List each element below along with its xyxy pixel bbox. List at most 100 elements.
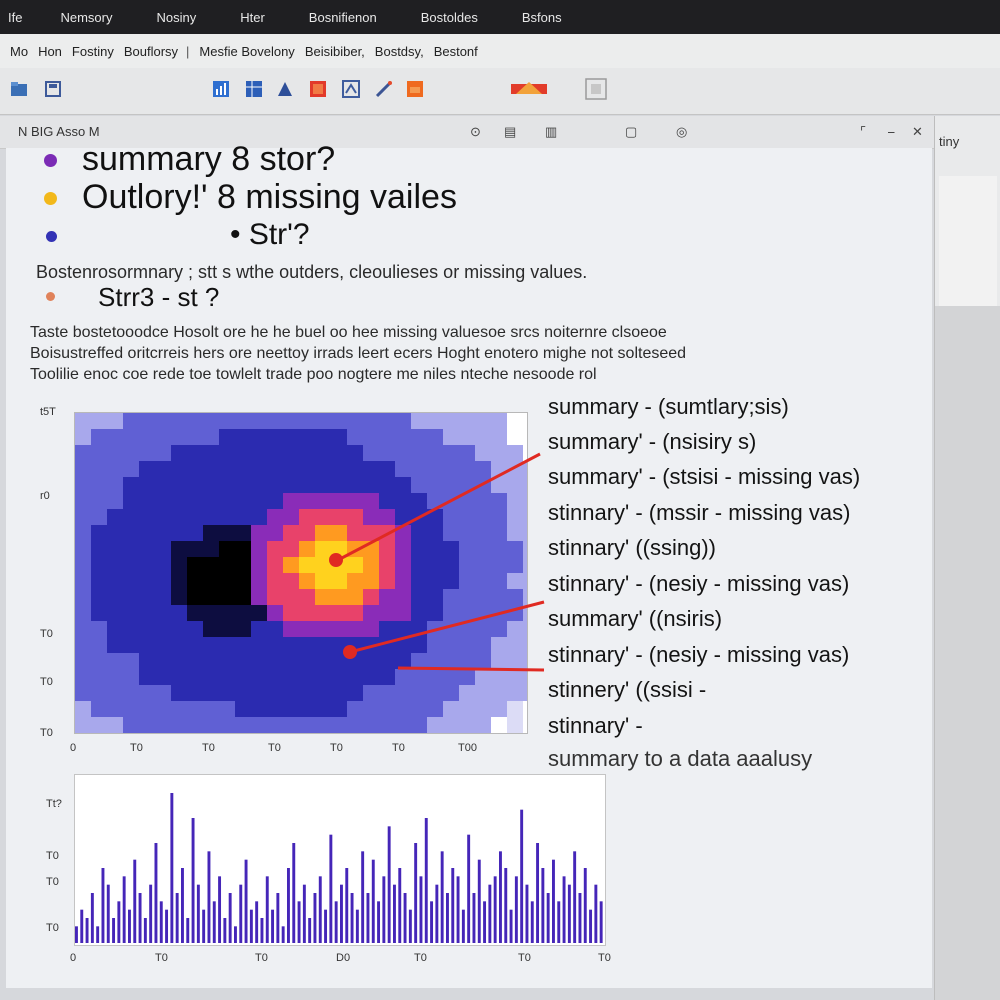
- heatmap-cell: [459, 701, 475, 717]
- minimize-icon[interactable]: ⎯: [888, 124, 895, 139]
- heatmap-cell: [187, 509, 203, 525]
- heatmap-cell: [427, 461, 443, 477]
- heatmap-cell: [347, 557, 363, 573]
- grid-icon[interactable]: ▤: [504, 124, 517, 139]
- sync-icon[interactable]: [510, 80, 548, 98]
- heatmap-cell: [219, 653, 235, 669]
- histogram-bar: [106, 884, 110, 943]
- heatmap-cell: [411, 685, 427, 701]
- heatmap-cell: [219, 509, 235, 525]
- heatmap-cell: [219, 525, 235, 541]
- heatmap-cell: [491, 557, 507, 573]
- refresh-icon[interactable]: ⊙: [470, 124, 481, 139]
- heatmap-cell: [411, 653, 427, 669]
- breadcrumb-item[interactable]: Bestonf: [433, 43, 478, 59]
- histogram-x-tick: T0: [255, 952, 268, 964]
- menu-item[interactable]: Nosiny: [156, 9, 197, 25]
- breadcrumb-item[interactable]: Beisibiber,: [304, 43, 365, 59]
- menu-item[interactable]: Ife: [8, 9, 23, 25]
- heatmap-cell: [187, 413, 203, 429]
- menu-item[interactable]: Hter: [240, 9, 265, 25]
- heatmap-cell: [411, 573, 427, 589]
- heatmap-cell: [315, 541, 331, 557]
- heatmap-cell: [91, 637, 107, 653]
- heatmap-cell: [491, 669, 507, 685]
- highlight-icon[interactable]: [375, 80, 393, 98]
- heatmap-cell: [315, 525, 331, 541]
- histogram-bar: [414, 843, 418, 943]
- heatmap-cell: [155, 653, 171, 669]
- heatmap-cell: [75, 429, 91, 445]
- heatmap-cell: [299, 509, 315, 525]
- breadcrumb-item[interactable]: Fostiny: [71, 43, 114, 59]
- heatmap-cell: [523, 477, 527, 493]
- histogram-y-tick: Tt?: [46, 798, 62, 810]
- heatmap-cell: [123, 717, 139, 733]
- settings-icon[interactable]: [585, 78, 607, 100]
- expand-icon[interactable]: ⌜: [860, 124, 867, 139]
- save-icon[interactable]: [44, 80, 62, 98]
- heatmap-cell: [427, 685, 443, 701]
- heatmap-cell: [219, 717, 235, 733]
- heatmap-cell: [363, 477, 379, 493]
- record-icon[interactable]: ◎: [676, 124, 688, 139]
- breadcrumb-item[interactable]: Mesfie Bovelony: [199, 43, 295, 59]
- heatmap-cell: [235, 477, 251, 493]
- heatmap-cell: [491, 589, 507, 605]
- breadcrumb-item[interactable]: Bostdsy,: [374, 43, 424, 59]
- menu-item[interactable]: Bosnifienon: [308, 9, 377, 25]
- histogram-bar: [530, 901, 534, 943]
- heatmap-cell: [395, 573, 411, 589]
- menu-item[interactable]: Bsfons: [521, 9, 562, 25]
- image-icon[interactable]: [309, 80, 327, 98]
- heatmap-cell: [315, 621, 331, 637]
- heatmap-x-tick: T00: [458, 742, 477, 754]
- menu-item[interactable]: Bostoldes: [420, 9, 478, 25]
- heatmap-cell: [395, 669, 411, 685]
- layout-icon[interactable]: ▥: [545, 124, 558, 139]
- heatmap-cell: [75, 461, 91, 477]
- folder-icon[interactable]: [10, 80, 28, 98]
- heatmap-cell: [107, 653, 123, 669]
- heatmap-cell: [187, 493, 203, 509]
- heatmap-cell: [235, 525, 251, 541]
- annotation-line: stinnary' - (nesiy - missing vas): [548, 571, 850, 596]
- heatmap-cell: [363, 573, 379, 589]
- heatmap-cell: [395, 413, 411, 429]
- histogram-bar: [90, 893, 94, 943]
- share-icon[interactable]: [342, 80, 360, 98]
- breadcrumb-item[interactable]: Mo: [10, 43, 29, 59]
- heatmap-cell: [187, 701, 203, 717]
- chart-icon[interactable]: [212, 80, 230, 98]
- side-panel-list[interactable]: [939, 176, 997, 306]
- heatmap-cell: [315, 493, 331, 509]
- heatmap-cell: [219, 685, 235, 701]
- heatmap-cell: [411, 413, 427, 429]
- heatmap-cell: [235, 509, 251, 525]
- heatmap-cell: [299, 413, 315, 429]
- heatmap-cell: [507, 653, 523, 669]
- close-icon[interactable]: ✕: [912, 124, 923, 139]
- menu-item[interactable]: Nemsory: [60, 9, 113, 25]
- heatmap-cell: [219, 589, 235, 605]
- heatmap-cell: [91, 573, 107, 589]
- heatmap-cell: [91, 541, 107, 557]
- copy-icon[interactable]: ▢: [625, 124, 638, 139]
- heatmap-cell: [363, 685, 379, 701]
- heatmap-cell: [187, 557, 203, 573]
- heatmap-cell: [411, 429, 427, 445]
- heatmap-cell: [107, 445, 123, 461]
- heatmap-cell: [251, 589, 267, 605]
- heatmap-cell: [139, 701, 155, 717]
- heatmap-cell: [107, 541, 123, 557]
- breadcrumb-item[interactable]: Hon: [38, 43, 62, 59]
- heatmap-cell: [347, 669, 363, 685]
- heatmap-cell: [379, 717, 395, 733]
- heatmap-cell: [203, 717, 219, 733]
- export-icon[interactable]: [276, 80, 294, 98]
- heatmap-cell: [251, 413, 267, 429]
- heatmap-cell: [283, 653, 299, 669]
- breadcrumb-item[interactable]: Bouflorsy: [123, 43, 179, 59]
- table-icon[interactable]: [245, 80, 263, 98]
- plot-icon[interactable]: [406, 80, 424, 98]
